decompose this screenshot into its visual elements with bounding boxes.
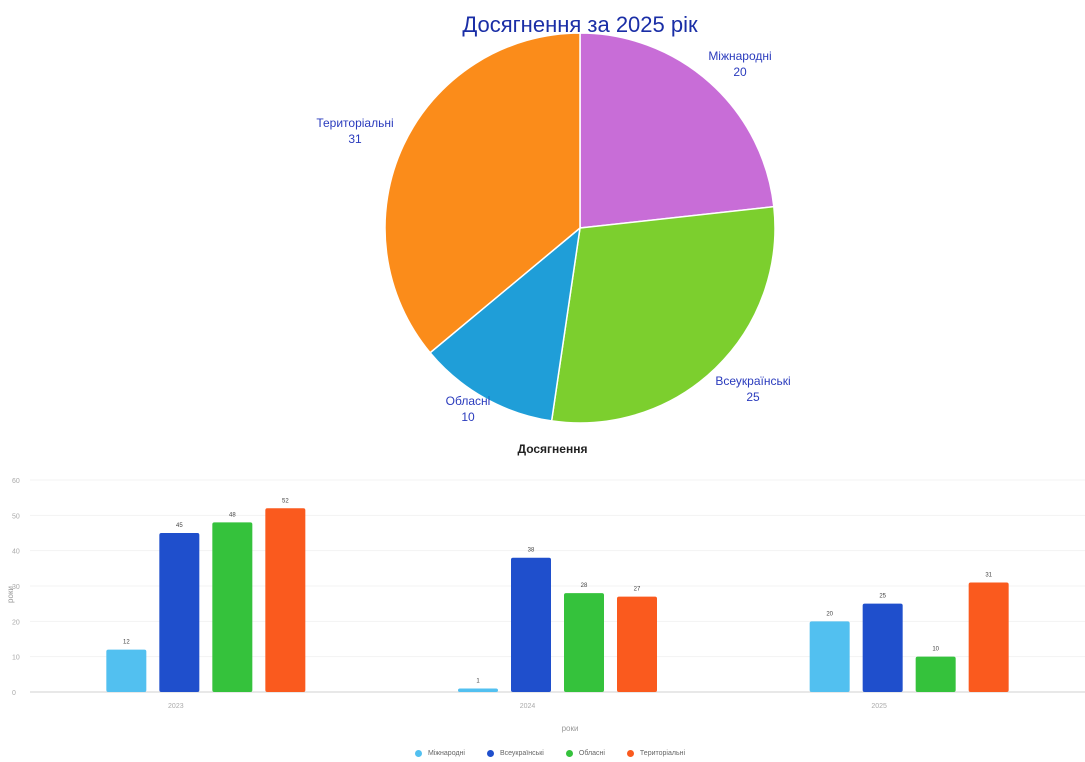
bar-data-label: 38: [528, 548, 535, 554]
pie-label-international: Міжнародні 20: [695, 48, 785, 80]
bar-2023-1: [159, 533, 200, 692]
pie-slice-3: [384, 32, 581, 354]
pie-label-regional-value: 10: [461, 410, 475, 424]
pie-label-international-name: Міжнародні: [708, 49, 772, 63]
pie-label-territorial: Територіальні 31: [295, 115, 415, 147]
bar-2023-3: [265, 508, 306, 692]
bar-2024-3: [617, 596, 657, 692]
pie-label-regional: Обласні 10: [428, 393, 508, 425]
bar-2025-2: [915, 656, 956, 692]
bar-x-axis-label: роки: [561, 724, 579, 733]
bar-2023-2: [212, 522, 253, 692]
pie-slice-1: [550, 205, 776, 424]
bar-y-tick-label: 50: [12, 513, 20, 520]
bar-2025-0: [809, 621, 850, 692]
legend-label: Обласні: [578, 750, 605, 757]
legend-item-3[interactable]: Територіальні: [626, 750, 686, 757]
bar-y-tick-label: 30: [12, 584, 20, 591]
legend-label: Всеукраїнські: [499, 750, 544, 757]
pie-label-national-name: Всеукраїнські: [715, 374, 791, 388]
bar-y-tick-label: 20: [12, 619, 20, 626]
bar-data-label: 25: [879, 594, 886, 600]
bar-data-label: 28: [581, 583, 588, 589]
bar-data-label: 1: [476, 678, 480, 684]
bar-x-tick-label: 2023: [168, 703, 184, 710]
bar-y-axis-label: роки: [5, 586, 15, 603]
legend-swatch: [626, 750, 634, 757]
bar-2024-1: [511, 557, 551, 692]
bar-y-tick-label: 10: [12, 655, 20, 662]
legend-swatch: [486, 750, 494, 757]
pie-label-national-value: 25: [746, 390, 760, 404]
bar-chart-legend: Міжнародні Всеукраїнські Обласні Територіал…: [0, 750, 1085, 757]
pie-label-national: Всеукраїнські 25: [698, 373, 808, 405]
legend-item-0[interactable]: Міжнародні: [414, 750, 465, 757]
pie-chart: [384, 32, 776, 424]
bar-chart: 0102030405060124548522023138282720242025…: [12, 478, 1085, 710]
bar-data-label: 12: [123, 640, 130, 646]
bar-data-label: 27: [634, 587, 641, 593]
legend-item-1[interactable]: Всеукраїнські: [486, 750, 544, 757]
pie-label-regional-name: Обласні: [445, 394, 491, 408]
bar-data-label: 31: [985, 572, 992, 578]
bar-y-tick-label: 0: [12, 690, 16, 697]
bar-2025-1: [862, 603, 903, 692]
bar-data-label: 45: [176, 523, 183, 529]
bar-2024-2: [564, 593, 604, 692]
bar-data-label: 48: [229, 512, 236, 518]
bar-chart-title: Досягнення: [517, 442, 588, 456]
legend-item-2[interactable]: Обласні: [565, 750, 605, 757]
legend-swatch: [565, 750, 573, 757]
pie-label-international-value: 20: [733, 65, 747, 79]
bar-2023-0: [106, 649, 147, 692]
bar-2024-0: [458, 688, 498, 692]
legend-swatch: [414, 750, 422, 757]
bar-data-label: 20: [826, 611, 833, 617]
legend-label: Територіальні: [639, 750, 686, 757]
pie-slice-0: [579, 32, 775, 229]
bar-x-tick-label: 2024: [520, 703, 536, 710]
pie-label-territorial-value: 31: [348, 132, 362, 146]
pie-label-territorial-name: Територіальні: [316, 116, 394, 130]
bar-y-tick-label: 60: [12, 478, 20, 485]
legend-label: Міжнародні: [427, 750, 465, 757]
bar-y-tick-label: 40: [12, 549, 20, 556]
bar-2025-3: [968, 582, 1009, 692]
bar-data-label: 10: [932, 647, 939, 653]
bar-data-label: 52: [282, 498, 289, 504]
pie-slice-2: [429, 226, 582, 422]
bar-x-tick-label: 2025: [871, 703, 887, 710]
